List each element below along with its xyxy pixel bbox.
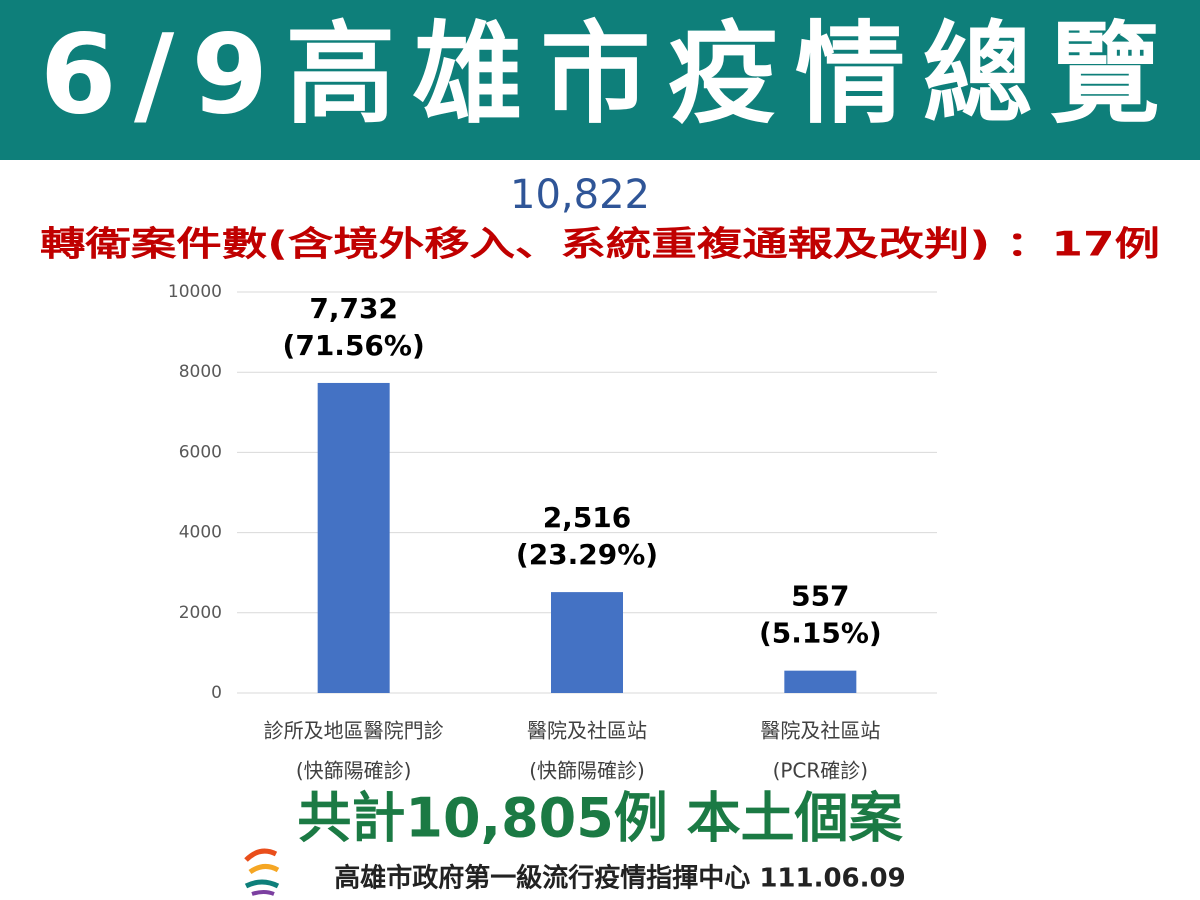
x-tick-label: 醫院及社區站 [760, 719, 880, 743]
bar [551, 592, 623, 693]
header-band [0, 0, 1200, 160]
source: 高雄市政府第一級流行疫情指揮中心 111.06.09 [334, 863, 905, 894]
bar [784, 670, 857, 693]
y-tick-label: 10000 [168, 282, 222, 302]
x-tick-label: 診所及地區醫院門診 [264, 719, 444, 743]
summary: 共計10,805例 本土個案 [297, 787, 903, 850]
y-tick-label: 2000 [179, 603, 222, 623]
y-tick-label: 4000 [179, 523, 222, 543]
note: 轉衛案件數(含境外移入、系統重複通報及改判) ：17例 [40, 225, 1160, 265]
x-tick-label: (PCR確診) [773, 759, 869, 783]
logo [244, 848, 280, 896]
y-tick-label: 6000 [179, 442, 222, 462]
value-label: 2,516 [543, 501, 632, 534]
x-tick-label: (快篩陽確診) [529, 759, 645, 783]
bar [317, 382, 390, 693]
percent-label: (71.56%) [283, 329, 425, 362]
header-title: 6/9高雄市疫情總覽 [40, 10, 1160, 138]
value-label: 557 [791, 580, 849, 613]
percent-label: (5.15%) [759, 617, 882, 650]
x-tick-label: 醫院及社區站 [527, 719, 647, 743]
total: 10,822 [510, 172, 650, 218]
value-label: 7,732 [309, 292, 398, 325]
y-tick-label: 8000 [179, 362, 222, 382]
percent-label: (23.29%) [516, 538, 658, 571]
y-tick-label: 0 [211, 683, 222, 703]
x-tick-label: (快篩陽確診) [296, 759, 412, 783]
